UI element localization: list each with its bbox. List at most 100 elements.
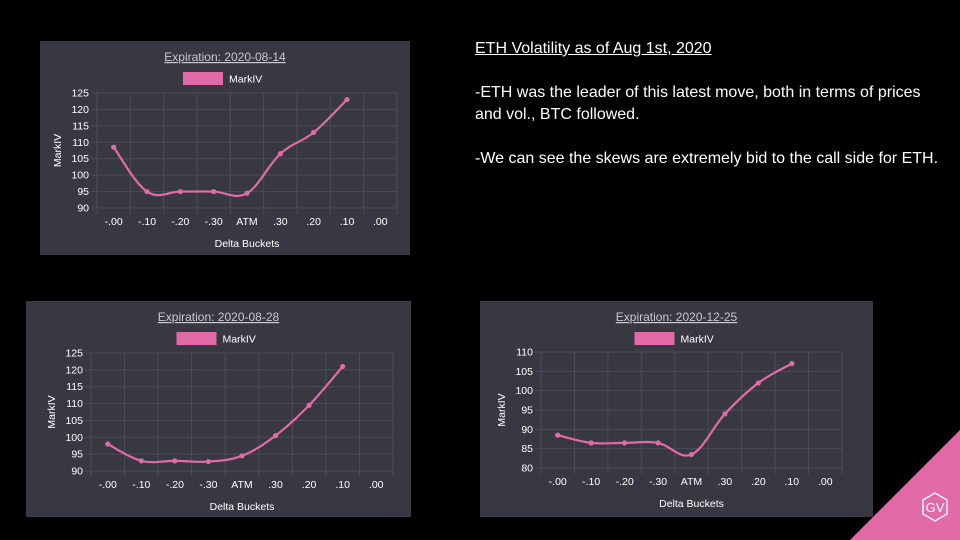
x-tick-label: .00 xyxy=(818,476,833,488)
notes-paragraph: -ETH was the leader of this latest move,… xyxy=(475,84,921,123)
y-axis-label: MarkIV xyxy=(52,134,64,167)
data-point xyxy=(172,458,178,464)
y-axis-label: MarkIV xyxy=(46,395,58,428)
y-tick-label: 115 xyxy=(66,381,83,393)
legend-swatch xyxy=(634,332,675,345)
chart-svg-2: Expiration: 2020-08-28 MarkIV 90 95 100 105 11… xyxy=(46,310,394,513)
y-tick-label: 90 xyxy=(521,424,533,436)
chart-panel-3: Expiration: 2020-12-25 MarkIV 80 85 90 95 100 1… xyxy=(480,301,873,517)
chart-title: Expiration: 2020-08-28 xyxy=(158,310,280,324)
y-tick-label: 110 xyxy=(516,347,533,359)
data-point xyxy=(588,440,594,446)
y-tick-label: 125 xyxy=(71,88,89,100)
x-tick-label: .10 xyxy=(340,216,355,228)
x-tick-label: -.10 xyxy=(132,479,150,491)
data-point xyxy=(211,188,217,195)
y-tick-label: 110 xyxy=(72,137,89,149)
data-point xyxy=(306,402,312,408)
data-point xyxy=(311,129,317,136)
x-tick-label: -.20 xyxy=(166,479,184,491)
x-tick-label: -.00 xyxy=(549,476,567,488)
data-point xyxy=(144,188,150,195)
chart-panel-1: Expiration: 2020-08-14 MarkIV 90 95 100 105 11… xyxy=(40,41,410,255)
data-point xyxy=(344,96,350,103)
chart-svg-3: Expiration: 2020-12-25 MarkIV 80 85 90 95 100 1… xyxy=(496,310,843,510)
y-tick-label: 105 xyxy=(65,415,83,427)
y-tick-label: 95 xyxy=(521,405,533,417)
data-point xyxy=(755,380,761,386)
y-tick-label: 85 xyxy=(521,443,533,455)
y-tick-label: 110 xyxy=(66,398,83,410)
data-point xyxy=(340,363,346,370)
y-tick-label: 90 xyxy=(77,203,89,215)
x-tick-label: .30 xyxy=(273,216,288,228)
data-point xyxy=(205,458,212,465)
notes: ETH Volatility as of Aug 1st, 2020 -ETH … xyxy=(475,38,945,192)
data-point xyxy=(138,458,144,464)
notes-heading: ETH Volatility as of Aug 1st, 2020 xyxy=(475,40,712,57)
x-tick-label: .10 xyxy=(785,476,800,488)
x-tick-label: -.20 xyxy=(616,476,634,488)
x-axis-label: Delta Buckets xyxy=(210,501,275,513)
legend-label: MarkIV xyxy=(681,334,714,346)
y-tick-label: 80 xyxy=(521,463,533,475)
logo-triangle xyxy=(850,430,960,540)
y-tick-label: 95 xyxy=(77,186,89,198)
data-point xyxy=(722,411,728,417)
data-point xyxy=(789,361,795,367)
gv-logo: GV xyxy=(850,430,960,540)
logo-text: GV xyxy=(926,500,945,515)
x-tick-label: -.30 xyxy=(199,479,217,491)
x-tick-label: ATM xyxy=(681,476,702,488)
data-point xyxy=(555,432,561,438)
data-point xyxy=(277,151,283,157)
legend-swatch xyxy=(183,72,223,85)
y-tick-label: 115 xyxy=(72,120,89,132)
y-tick-label: 125 xyxy=(65,348,83,360)
y-tick-label: 120 xyxy=(65,364,83,376)
x-tick-label: -.10 xyxy=(582,476,600,488)
y-axis-label: MarkIV xyxy=(496,393,508,426)
legend-swatch xyxy=(176,332,217,345)
data-point xyxy=(239,453,245,459)
y-tick-label: 120 xyxy=(71,104,89,116)
x-tick-label: .00 xyxy=(369,479,384,491)
y-tick-label: 95 xyxy=(71,449,83,461)
series-line-markiv xyxy=(112,98,348,197)
x-tick-label: -.00 xyxy=(105,216,123,228)
x-tick-label: -.30 xyxy=(205,216,223,228)
data-point xyxy=(272,433,279,439)
y-tick-label: 105 xyxy=(71,153,89,165)
x-tick-label: -.10 xyxy=(138,216,156,228)
x-tick-label: .30 xyxy=(268,479,283,491)
y-tick-label: 100 xyxy=(65,432,83,444)
data-point xyxy=(655,440,661,446)
data-point xyxy=(244,190,250,196)
y-tick-label: 100 xyxy=(515,385,533,397)
data-point xyxy=(688,451,695,458)
legend-label: MarkIV xyxy=(229,74,262,86)
series-line-markiv xyxy=(107,365,344,464)
x-tick-label: -.00 xyxy=(99,479,117,491)
y-tick-label: 105 xyxy=(515,366,533,378)
series-line-markiv xyxy=(557,362,793,457)
y-tick-label: 90 xyxy=(71,466,83,478)
x-tick-label: .20 xyxy=(302,479,317,491)
x-tick-label: .30 xyxy=(718,476,733,488)
chart-title: Expiration: 2020-08-14 xyxy=(164,50,286,64)
notes-paragraph: -We can see the skews are extremely bid … xyxy=(475,150,939,167)
x-tick-label: .10 xyxy=(335,479,350,491)
chart-title: Expiration: 2020-12-25 xyxy=(616,310,738,324)
x-tick-label: ATM xyxy=(236,216,257,228)
x-tick-label: .00 xyxy=(373,216,388,228)
chart-svg-1: Expiration: 2020-08-14 MarkIV 90 95 100 105 11… xyxy=(52,50,398,250)
data-point xyxy=(177,188,183,195)
data-point xyxy=(622,440,628,446)
x-tick-label: .20 xyxy=(306,216,321,228)
x-tick-label: -.30 xyxy=(649,476,667,488)
y-tick-label: 100 xyxy=(71,170,89,182)
logo-hexagon xyxy=(922,492,948,522)
x-axis-label: Delta Buckets xyxy=(659,498,724,510)
x-tick-label: ATM xyxy=(231,479,252,491)
x-axis-label: Delta Buckets xyxy=(215,238,280,250)
